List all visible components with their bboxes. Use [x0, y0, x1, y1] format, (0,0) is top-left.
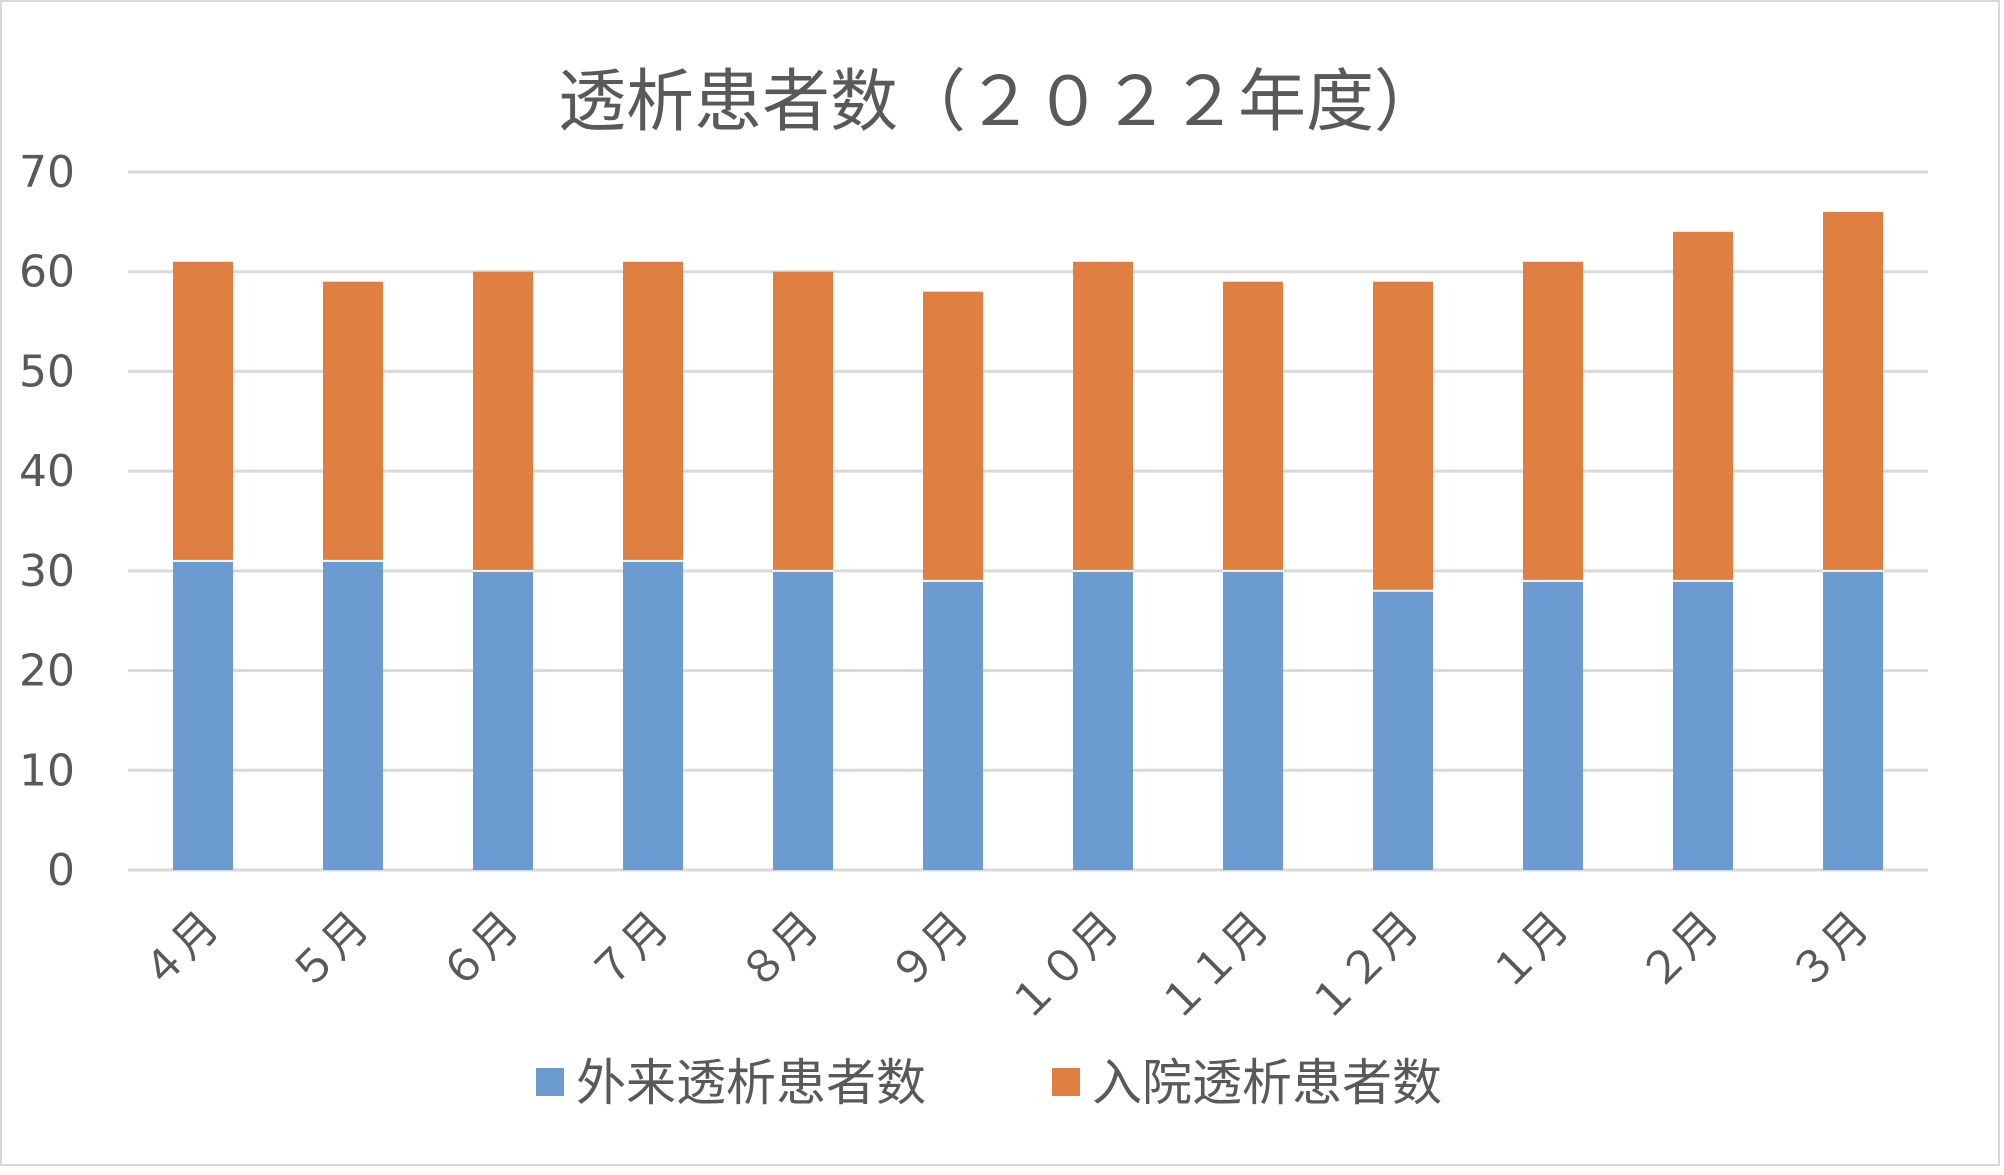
y-tick-label: 60 [19, 247, 75, 298]
bar-segment [323, 560, 383, 870]
bar-segment [173, 560, 233, 870]
bar-segment [173, 261, 233, 561]
legend: 外来透析患者数 入院透析患者数 [536, 1054, 1442, 1112]
y-tick-label: 0 [47, 845, 75, 896]
bar-segment [1373, 281, 1433, 591]
y-tick-label: 50 [19, 346, 75, 397]
legend-label: 外来透析患者数 [576, 1054, 926, 1112]
bar-segment [773, 570, 833, 870]
legend-swatch [536, 1068, 564, 1096]
bars [173, 211, 1883, 870]
bar-segment [1823, 211, 1883, 571]
y-tick-label: 20 [19, 646, 75, 697]
y-tick-label: 40 [19, 446, 75, 497]
bar-segment [473, 570, 533, 870]
legend-swatch [1052, 1068, 1080, 1096]
bar-segment [1073, 261, 1133, 571]
y-tick-label: 10 [19, 745, 75, 796]
bar-segment [1223, 570, 1283, 870]
bar-segment [323, 281, 383, 561]
y-tick-label: 30 [19, 546, 75, 597]
bar-segment [1823, 570, 1883, 870]
bar-segment [1673, 231, 1733, 581]
bar-segment [473, 271, 533, 571]
bar-segment [1373, 590, 1433, 870]
bar-segment [623, 261, 683, 561]
legend-label: 入院透析患者数 [1092, 1054, 1442, 1112]
gridlines [128, 170, 1928, 872]
chart-title: 透析患者数（２０２２年度） [558, 63, 1442, 142]
bar-segment [923, 291, 983, 581]
bar-segment [1523, 261, 1583, 581]
bar-segment [1223, 281, 1283, 571]
bar-segment [1673, 580, 1733, 870]
bar-segment [773, 271, 833, 571]
y-tick-label: 70 [19, 147, 75, 198]
bar-segment [623, 560, 683, 870]
bar-segment [1073, 570, 1133, 870]
bar-segment [1523, 580, 1583, 870]
bar-segment [923, 580, 983, 870]
